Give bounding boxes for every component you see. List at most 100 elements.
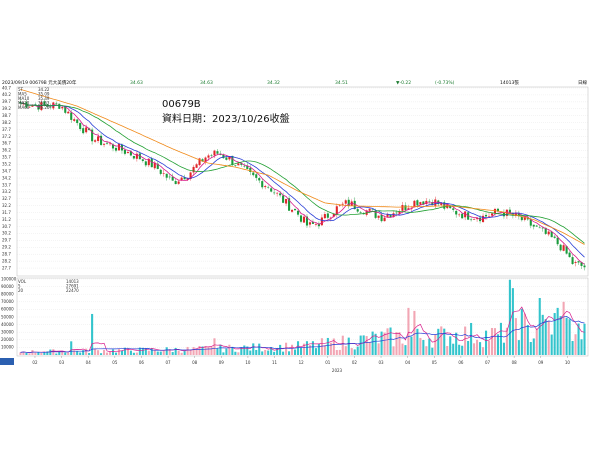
candle-body <box>129 151 132 156</box>
volume-bar <box>377 343 380 355</box>
candle-body <box>255 174 258 178</box>
volume-bar <box>76 350 79 355</box>
header-high: 34.63 <box>200 80 213 86</box>
price-tick-label: 33.7 <box>2 182 11 187</box>
ma5-line <box>20 102 585 265</box>
volume-bar <box>168 348 171 355</box>
header-date-symbol: 2023/09/19 00679B 元大美債20年 <box>2 79 77 86</box>
ma20-line <box>20 102 585 244</box>
volume-tick-label: 50000 <box>1 314 14 319</box>
volume-bars <box>19 279 586 355</box>
candle-body <box>207 155 210 158</box>
volume-bar <box>514 318 517 355</box>
ma60-line <box>20 89 585 245</box>
candle-body <box>428 200 431 202</box>
volume-bar <box>85 348 88 355</box>
candle-body <box>380 215 383 222</box>
candle-body <box>520 216 523 221</box>
candle-body <box>490 213 494 216</box>
volume-bar <box>332 338 335 355</box>
x-tick-label: 06 <box>139 360 145 365</box>
candle-body <box>114 147 118 151</box>
volume-ma-lines <box>20 306 585 353</box>
volume-bar <box>422 340 425 355</box>
volume-bar <box>362 335 365 355</box>
candle-body <box>195 164 198 168</box>
candle-body <box>443 202 446 209</box>
volume-bar <box>255 349 258 355</box>
candle-body <box>484 214 488 217</box>
volume-bar <box>323 345 326 355</box>
overlay-date-line: 資料日期：2023/10/26收盤 <box>162 112 290 125</box>
candle-body <box>174 181 177 185</box>
period-selector-button[interactable] <box>0 358 14 365</box>
candle-body <box>392 213 395 218</box>
candle-body <box>299 215 303 222</box>
volume-bar <box>49 349 52 355</box>
x-tick-label: 08 <box>512 360 518 365</box>
x-tick-label: 03 <box>59 360 65 365</box>
candle-body <box>267 186 270 188</box>
volume-bar <box>496 334 500 355</box>
volume-bar <box>317 343 320 355</box>
candle-body <box>496 208 500 212</box>
volume-bar <box>162 350 165 355</box>
candle-body <box>123 149 126 154</box>
price-legend-value: 36.20 <box>38 105 50 110</box>
header-change-pct: (-0.73%) <box>435 80 455 86</box>
candle-body <box>562 245 565 251</box>
candle-body <box>246 165 249 169</box>
x-tick-label: 05 <box>432 360 438 365</box>
volume-bar <box>88 352 91 355</box>
candle-body <box>538 227 541 229</box>
candle-body <box>264 186 267 188</box>
x-tick-label: 05 <box>112 360 118 365</box>
candle-body <box>183 177 186 180</box>
volume-bar <box>291 344 294 355</box>
volume-bar <box>201 346 204 355</box>
candle-body <box>82 128 85 134</box>
candle-body <box>359 212 362 213</box>
volume-bar <box>171 352 174 355</box>
volume-bar <box>237 352 240 355</box>
volume-bar <box>428 338 431 355</box>
price-tick-label: 34.7 <box>2 168 11 173</box>
candle-body <box>210 155 213 156</box>
candle-body <box>398 211 401 214</box>
candle-body <box>243 165 246 167</box>
volume-bar <box>493 328 497 355</box>
volume-bar <box>52 349 55 355</box>
volume-bar <box>562 301 565 355</box>
volume-bar <box>368 342 371 355</box>
volume-bar <box>243 345 246 355</box>
volume-bar <box>22 351 25 355</box>
candle-body <box>347 199 350 207</box>
volume-bar <box>419 337 422 355</box>
volume-legend-label: 20 <box>18 288 24 293</box>
candle-body <box>473 219 476 220</box>
volume-bar <box>490 327 494 355</box>
volume-bar <box>103 350 106 355</box>
volume-bar <box>425 346 428 355</box>
volume-bar <box>517 340 520 355</box>
volume-bar <box>541 314 544 355</box>
price-tick-label: 37.7 <box>2 127 11 132</box>
candle-body <box>532 224 535 227</box>
volume-bar <box>583 323 586 355</box>
volume-bar <box>344 346 347 355</box>
candle-body <box>43 101 46 106</box>
x-tick-label: 07 <box>166 360 172 365</box>
candle-body <box>395 212 398 214</box>
volume-bar <box>64 352 67 355</box>
volume-bar <box>19 352 22 355</box>
volume-bar <box>320 338 323 355</box>
volume-bar <box>329 342 332 355</box>
candle-body <box>523 216 526 220</box>
candle-body <box>416 200 419 206</box>
candle-body <box>493 208 497 214</box>
candle-body <box>464 211 467 218</box>
price-tick-label: 28.7 <box>2 252 11 257</box>
x-tick-label: 09 <box>538 360 544 365</box>
candle-body <box>192 166 195 173</box>
x-tick-label: 08 <box>192 360 198 365</box>
